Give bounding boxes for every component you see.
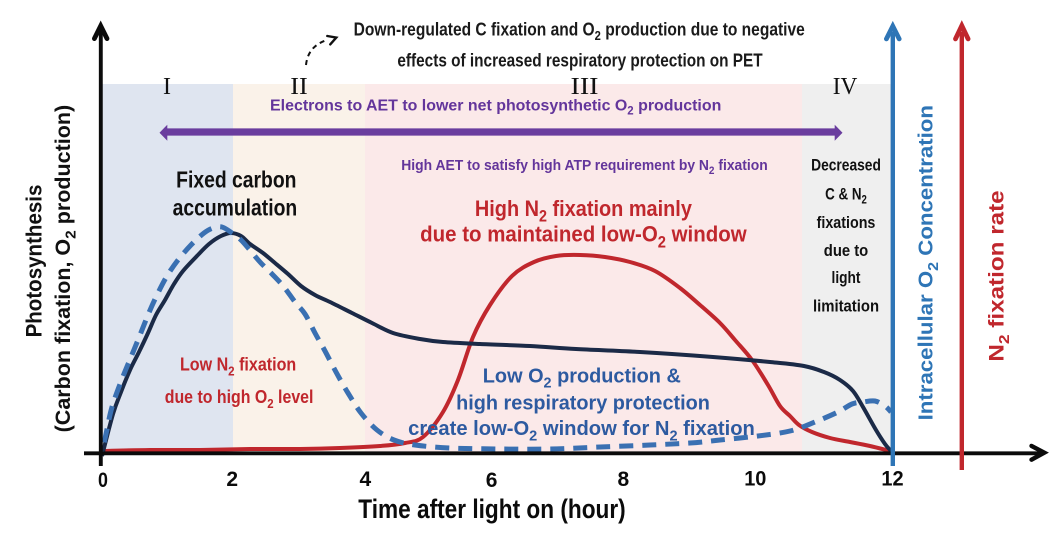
svg-text:8: 8 bbox=[618, 468, 630, 491]
svg-text:N2 fixation rate: N2 fixation rate bbox=[984, 190, 1013, 361]
svg-text:due to maintained low-O2 windo: due to maintained low-O2 window bbox=[420, 222, 747, 252]
svg-text:due to: due to bbox=[824, 242, 869, 260]
svg-text:High AET to satisfy high ATP r: High AET to satisfy high ATP requirement… bbox=[401, 158, 767, 177]
svg-text:(Carbon fixation, O2 productio: (Carbon fixation, O2 production) bbox=[51, 105, 79, 433]
svg-text:II: II bbox=[290, 74, 307, 100]
svg-text:high respiratory protection: high respiratory protection bbox=[456, 392, 710, 414]
svg-text:IV: IV bbox=[833, 74, 858, 100]
svg-text:I: I bbox=[163, 74, 171, 100]
svg-text:10: 10 bbox=[744, 467, 766, 491]
svg-text:0: 0 bbox=[98, 469, 108, 493]
svg-text:Time after light on (hour): Time after light on (hour) bbox=[358, 494, 625, 524]
svg-text:4: 4 bbox=[359, 468, 371, 491]
svg-text:light: light bbox=[832, 268, 861, 287]
svg-text:Low N2 fixation: Low N2 fixation bbox=[180, 354, 296, 379]
svg-text:III: III bbox=[571, 73, 599, 100]
svg-text:12: 12 bbox=[881, 467, 903, 491]
svg-text:2: 2 bbox=[226, 468, 238, 491]
svg-text:accumulation: accumulation bbox=[173, 196, 298, 221]
svg-text:fixations: fixations bbox=[817, 214, 876, 232]
svg-text:limitation: limitation bbox=[813, 298, 879, 316]
svg-text:Fixed carbon: Fixed carbon bbox=[176, 168, 296, 193]
svg-text:Photosynthesis: Photosynthesis bbox=[22, 185, 47, 338]
svg-text:due to high O2 level: due to high O2 level bbox=[165, 386, 314, 411]
svg-text:6: 6 bbox=[486, 469, 498, 492]
svg-text:High N2 fixation mainly: High N2 fixation mainly bbox=[475, 196, 692, 226]
svg-text:create low-O2 window for N2 fi: create low-O2 window for N2 fixation bbox=[408, 418, 755, 444]
svg-text:Low O2 production &: Low O2 production & bbox=[483, 365, 681, 392]
svg-text:Electrons to AET to lower net: Electrons to AET to lower net photosynth… bbox=[270, 97, 721, 117]
svg-text:Down-regulated C fixation and: Down-regulated C fixation and O2 product… bbox=[354, 19, 805, 43]
svg-text:C & N2: C & N2 bbox=[825, 185, 867, 207]
svg-text:Decreased: Decreased bbox=[811, 156, 881, 175]
svg-text:effects of increased respirato: effects of increased respiratory protect… bbox=[397, 50, 763, 71]
